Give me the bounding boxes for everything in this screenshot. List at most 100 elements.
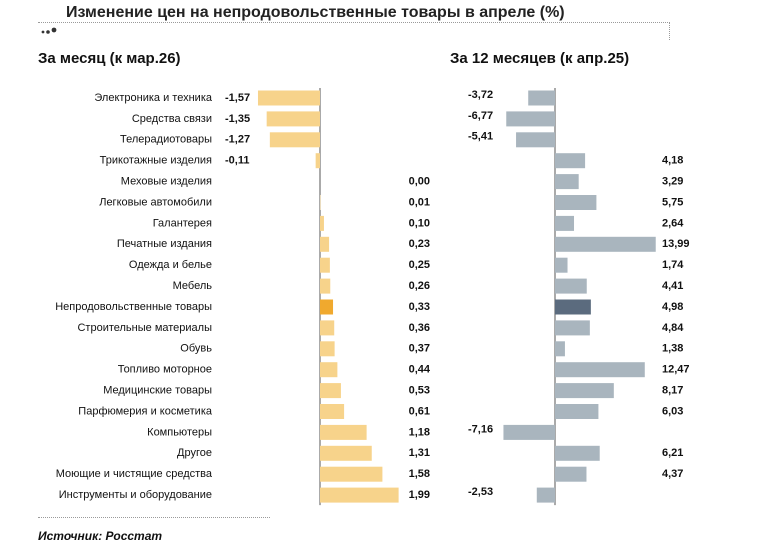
month-value-label: 0,23 — [409, 238, 430, 250]
category-label: Одежда и белье — [129, 259, 212, 271]
category-label: Легковые автомобили — [99, 196, 212, 208]
month-value-label: 0,00 — [409, 176, 430, 188]
year-value-label: 12,47 — [662, 364, 690, 376]
month-bar — [320, 424, 367, 440]
month-bar — [320, 466, 383, 482]
year-value-label: 5,75 — [662, 196, 683, 208]
year-value-label: 13,99 — [662, 238, 690, 250]
month-value-label: 0,01 — [409, 196, 430, 208]
year-bar — [528, 90, 555, 106]
category-label: Инструменты и оборудование — [59, 489, 212, 501]
category-label: Непродовольственные товары — [55, 301, 212, 313]
year-bar — [555, 299, 591, 315]
month-bar — [320, 236, 330, 252]
month-value-label: 0,44 — [409, 364, 431, 376]
year-value-label: -7,16 — [468, 423, 493, 435]
year-value-label: 6,03 — [662, 405, 683, 417]
year-value-label: -3,72 — [468, 89, 493, 101]
title-frame — [38, 22, 670, 40]
year-bar — [503, 424, 555, 440]
year-value-label: 1,38 — [662, 343, 683, 355]
source-note: Источник: Росстат — [38, 529, 163, 543]
month-bar — [257, 90, 320, 106]
category-label: Средства связи — [132, 113, 212, 125]
category-label: Строительные материалы — [77, 322, 212, 334]
year-bar — [555, 341, 565, 357]
category-label: Другое — [177, 447, 212, 459]
month-value-label: 1,99 — [409, 489, 430, 501]
year-bar — [555, 257, 568, 273]
category-label: Компьютеры — [147, 426, 212, 438]
year-value-label: 8,17 — [662, 385, 683, 397]
year-value-label: 1,74 — [662, 259, 684, 271]
month-value-label: 0,26 — [409, 280, 430, 292]
month-value-label: 0,33 — [409, 301, 430, 313]
category-label: Телерадиотовары — [120, 134, 212, 146]
year-value-label: -5,41 — [468, 131, 493, 143]
month-bar — [320, 215, 324, 231]
month-bar — [320, 404, 345, 419]
category-label: Топливо моторное — [118, 364, 212, 376]
year-bar — [536, 487, 555, 503]
month-bar — [320, 341, 335, 357]
month-value-label: 0,10 — [409, 217, 430, 229]
dots-marker-icon — [41, 27, 57, 34]
chart-title: Изменение цен на непродовольственные тов… — [66, 4, 569, 22]
month-value-label: 0,25 — [409, 259, 430, 271]
year-value-label: -6,77 — [468, 110, 493, 122]
month-value-label: 1,58 — [409, 468, 430, 480]
category-label: Медицинские товары — [103, 385, 212, 397]
month-value-label: 1,31 — [409, 447, 430, 459]
month-value-label: -1,27 — [225, 134, 250, 146]
month-value-label: 0,53 — [409, 385, 430, 397]
year-bar — [516, 132, 555, 148]
year-value-label: 2,64 — [662, 217, 684, 229]
year-bar — [555, 466, 587, 482]
year-value-label: 6,21 — [662, 447, 683, 459]
year-bar — [555, 215, 575, 231]
category-label: Электроника и техника — [94, 92, 212, 104]
year-bar — [555, 236, 656, 252]
month-bar — [320, 257, 330, 273]
category-label: Обувь — [180, 343, 212, 355]
source-divider — [38, 517, 270, 518]
year-value-label: -2,53 — [468, 486, 493, 498]
year-bar — [555, 362, 645, 378]
year-bar — [555, 320, 590, 336]
month-value-label: 0,61 — [409, 405, 430, 417]
year-value-label: 4,18 — [662, 155, 683, 167]
month-bar — [320, 320, 335, 336]
category-label: Моющие и чистящие средства — [56, 468, 213, 480]
year-bar — [555, 383, 614, 399]
year-value-label: 4,98 — [662, 301, 683, 313]
category-label: Трикотажные изделия — [100, 155, 212, 167]
year-bar — [555, 195, 597, 210]
month-bar — [320, 299, 334, 315]
year-value-label: 4,37 — [662, 468, 683, 480]
category-label: Мебель — [173, 280, 213, 292]
category-label: Парфюмерия и косметика — [78, 405, 213, 417]
year-value-label: 3,29 — [662, 176, 683, 188]
month-value-label: 0,36 — [409, 322, 430, 334]
year-bar — [506, 111, 555, 127]
month-bar — [320, 278, 331, 294]
month-value-label: 1,18 — [409, 426, 430, 438]
year-value-label: 4,84 — [662, 322, 684, 334]
category-label: Галантерея — [153, 217, 212, 229]
month-bar — [320, 383, 341, 399]
year-bar — [555, 174, 579, 190]
month-bar — [315, 153, 320, 169]
month-bar — [266, 111, 320, 127]
month-value-label: 0,37 — [409, 343, 430, 355]
month-bar — [269, 132, 320, 148]
month-bar — [320, 487, 399, 503]
year-bar — [555, 278, 587, 294]
year-bar — [555, 445, 600, 461]
category-label: Печатные издания — [117, 238, 212, 250]
category-label: Меховые изделия — [121, 176, 212, 188]
month-value-label: -0,11 — [225, 155, 249, 167]
year-bar — [555, 153, 586, 169]
month-value-label: -1,57 — [225, 92, 250, 104]
left-panel-title: За месяц (к мар.26) — [38, 50, 181, 67]
